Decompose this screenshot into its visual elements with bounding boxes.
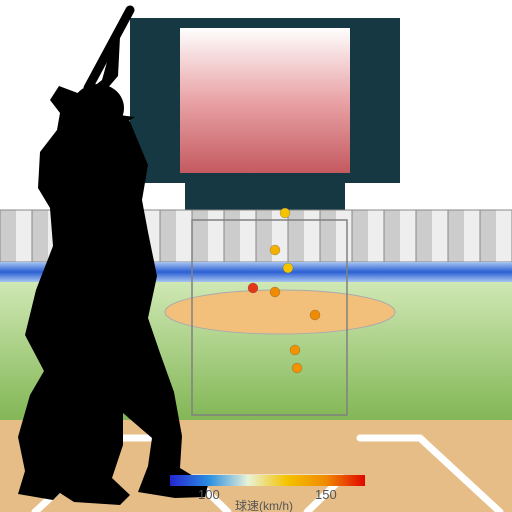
pitchers-mound (165, 290, 395, 334)
pitch-marker (310, 310, 320, 320)
pitch-marker (290, 345, 300, 355)
pitch-marker (292, 363, 302, 373)
pitch-marker (280, 208, 290, 218)
legend-tick: 150 (315, 487, 337, 502)
pitch-marker (270, 287, 280, 297)
pitch-marker (270, 245, 280, 255)
pitch-marker (248, 283, 258, 293)
scoreboard-screen (180, 28, 350, 173)
legend-tick: 100 (198, 487, 220, 502)
pitch-marker (283, 263, 293, 273)
speed-legend (170, 475, 365, 486)
legend-axis-label: 球速(km/h) (235, 499, 293, 512)
